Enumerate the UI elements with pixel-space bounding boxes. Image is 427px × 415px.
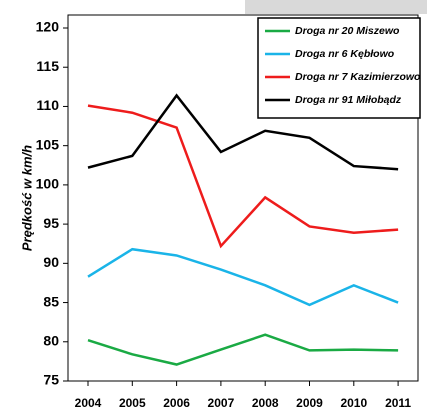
x-tick-label: 2011 xyxy=(385,396,411,410)
y-tick-label: 115 xyxy=(36,58,59,74)
header-bar xyxy=(245,0,427,14)
y-tick-label: 90 xyxy=(43,254,59,270)
x-tick-label: 2010 xyxy=(340,396,367,410)
y-tick-label: 95 xyxy=(43,215,59,231)
series-line xyxy=(87,93,399,171)
legend-label: Droga nr 6 Kębłowo xyxy=(295,48,395,60)
x-tick-label: 2005 xyxy=(119,396,146,410)
y-axis-label: Prędkość w km/h xyxy=(19,145,34,251)
y-tick-label: 105 xyxy=(36,136,60,152)
legend-box xyxy=(257,17,421,119)
y-tick-label: 85 xyxy=(43,293,59,309)
y-tick-label: 75 xyxy=(43,372,59,388)
y-tick-label: 110 xyxy=(36,97,59,113)
series-line xyxy=(87,247,399,307)
y-tick-label: 80 xyxy=(43,332,59,348)
x-tick-label: 2007 xyxy=(208,396,235,410)
x-tick-label: 2004 xyxy=(75,396,102,410)
legend-label: Droga nr 7 Kazimierzowo xyxy=(295,71,421,83)
legend-label: Droga nr 20 Miszewo xyxy=(295,25,400,37)
x-tick-label: 2006 xyxy=(163,396,190,410)
y-tick-label: 100 xyxy=(36,176,60,192)
series-line xyxy=(87,104,399,249)
plot-frame xyxy=(67,14,419,382)
legend-label: Droga nr 91 Miłobądz xyxy=(295,94,402,106)
x-tick-label: 2009 xyxy=(296,396,323,410)
y-tick-label: 120 xyxy=(36,19,60,35)
x-tick-label: 2008 xyxy=(252,396,279,410)
series-line xyxy=(87,333,399,366)
